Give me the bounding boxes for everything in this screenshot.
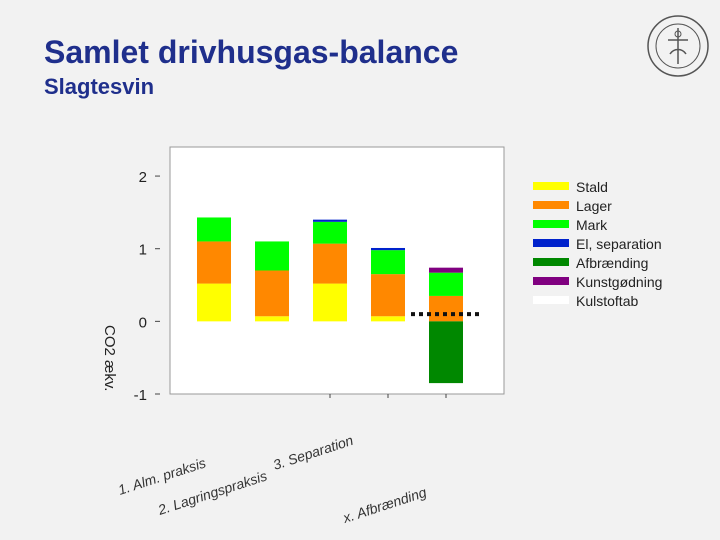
y-axis: 2 1 0 -1 [134, 169, 160, 404]
x-category-label: x. Afbrænding [340, 484, 428, 526]
y-tick-label: 0 [139, 314, 147, 331]
legend-swatch [533, 296, 569, 304]
legend-swatch [533, 277, 569, 285]
legend-swatch [533, 182, 569, 190]
legend-label: El, separation [576, 236, 662, 252]
x-category-label: 3. Separation [271, 432, 355, 473]
bar-segment [197, 283, 231, 322]
bar-segment [429, 295, 463, 322]
legend-label: Mark [576, 217, 608, 233]
university-seal-icon [647, 15, 709, 77]
bar-segment [429, 260, 463, 268]
bar-segment [255, 241, 289, 271]
bar-segment [255, 316, 289, 322]
legend-label: Afbrænding [576, 255, 648, 271]
bar-segment [313, 219, 347, 222]
slide-title: Samlet drivhusgas-balance [44, 34, 459, 70]
legend-label: Stald [576, 179, 608, 195]
legend-swatch [533, 220, 569, 228]
legend: Stald Lager Mark El, separation Afbrænding Ku… [533, 179, 662, 309]
legend-label: Lager [576, 198, 612, 214]
bar-segment [313, 221, 347, 244]
bar-segment [371, 316, 405, 322]
bar-segment [197, 241, 231, 284]
bar-segment [371, 274, 405, 317]
legend-swatch [533, 201, 569, 209]
bar-segment [197, 217, 231, 242]
bars [197, 217, 463, 384]
bar-segment [429, 267, 463, 273]
bar-segment [255, 270, 289, 317]
slide-subtitle: Slagtesvin [44, 74, 155, 99]
y-tick-label: 2 [139, 169, 147, 186]
bar-segment [371, 247, 405, 251]
bar-segment [429, 272, 463, 296]
legend-label: Kunstgødning [576, 274, 662, 290]
bar-segment [371, 250, 405, 275]
legend-swatch [533, 239, 569, 247]
bar-segment [313, 283, 347, 322]
legend-label: Kulstoftab [576, 293, 638, 309]
bar-segment [429, 321, 463, 384]
y-axis-label: CO2 ækv. [101, 325, 118, 391]
bar-segment [313, 243, 347, 284]
y-tick-label: 1 [139, 242, 147, 259]
legend-swatch [533, 258, 569, 266]
y-tick-label: -1 [134, 387, 147, 404]
